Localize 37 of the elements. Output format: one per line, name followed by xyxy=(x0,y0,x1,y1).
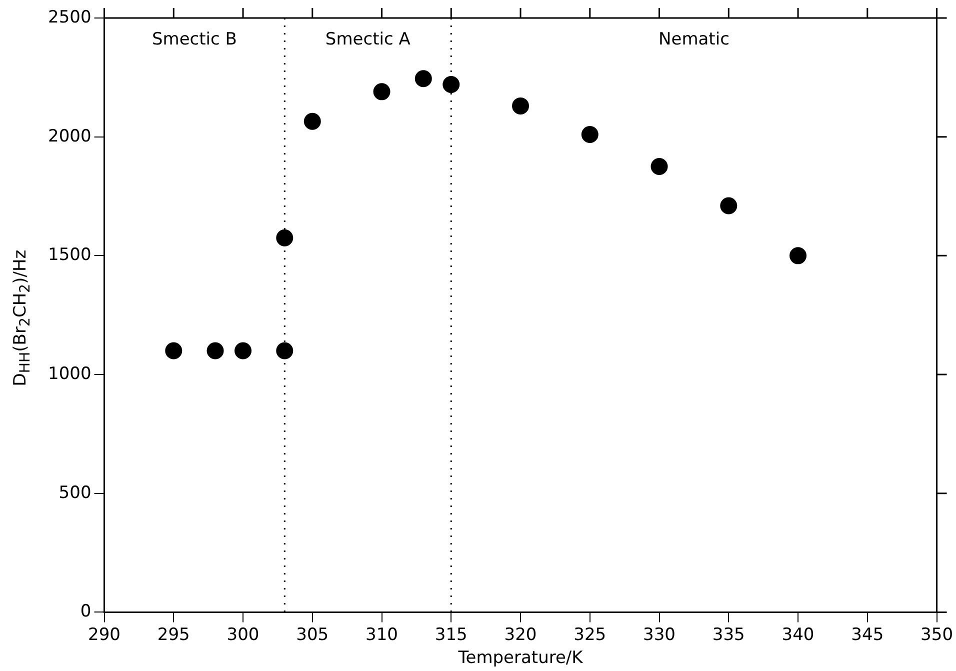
point xyxy=(276,342,294,360)
point xyxy=(206,342,224,360)
x-tick-label: 310 xyxy=(366,624,398,645)
point xyxy=(165,342,182,360)
point xyxy=(373,83,390,100)
y-tick-label: 2500 xyxy=(48,7,92,28)
x-tick-label: 300 xyxy=(226,624,260,645)
x-tick-label: 315 xyxy=(434,624,468,645)
y-tick-label: 500 xyxy=(58,482,92,503)
x-tick-label: 335 xyxy=(712,624,745,645)
point xyxy=(304,112,321,130)
point xyxy=(581,126,598,143)
point xyxy=(512,97,530,114)
x-tick-label: 350 xyxy=(920,624,954,645)
point xyxy=(234,342,252,360)
x-tick-label: 325 xyxy=(574,624,606,645)
x-tick-label: 320 xyxy=(504,624,537,645)
x-tick-label: 330 xyxy=(643,624,676,645)
y-tick-label: 2000 xyxy=(48,126,92,146)
annotation: Smectic B xyxy=(152,29,237,50)
x-tick-label: 295 xyxy=(157,624,190,645)
x-tick-label: 345 xyxy=(851,624,884,645)
x-tick-label: 290 xyxy=(88,624,120,645)
x-tick-label: 340 xyxy=(782,624,814,645)
point xyxy=(276,229,294,246)
point xyxy=(720,197,738,214)
point xyxy=(442,76,460,94)
y-tick-label: 0 xyxy=(80,602,92,622)
annotation: Nematic xyxy=(658,29,730,50)
x-axis-title: Temperature/K xyxy=(457,648,584,668)
point xyxy=(650,158,668,176)
point xyxy=(414,70,432,88)
annotation: Smectic A xyxy=(325,29,411,50)
point xyxy=(790,247,807,264)
y-tick-label: 1000 xyxy=(48,364,92,384)
y-tick-label: 1500 xyxy=(48,245,92,266)
x-tick-label: 305 xyxy=(296,624,329,645)
